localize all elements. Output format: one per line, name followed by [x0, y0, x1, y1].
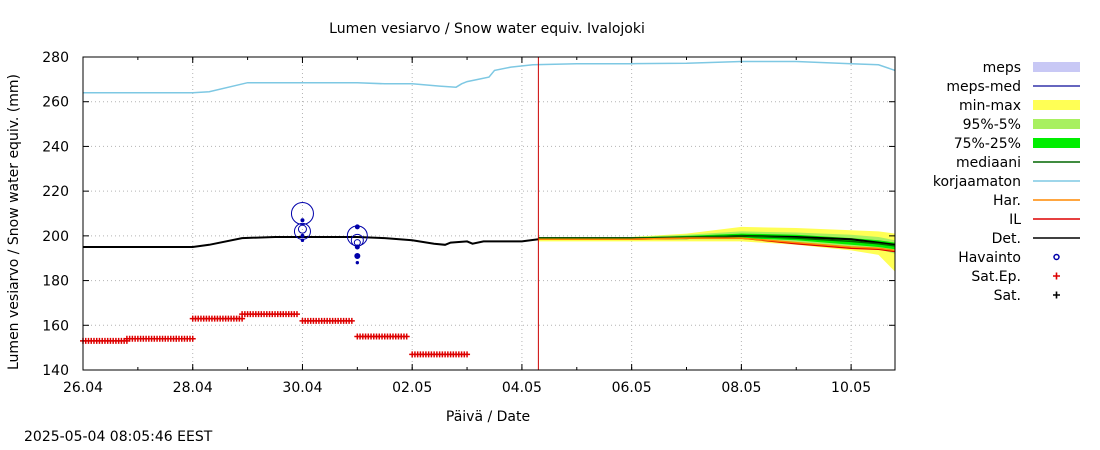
havainto-marker [300, 238, 305, 243]
series-mediaani [538, 235, 896, 247]
legend-swatch [1033, 62, 1080, 72]
x-tick-label: 10.05 [831, 380, 871, 396]
legend: meps meps-med min-max 95%-5% 75%-25% mediaani… [933, 60, 1080, 304]
y-tick-label: 240 [42, 139, 69, 155]
chart-title: Lumen vesiarvo / Snow water equiv. Ivalo… [329, 21, 645, 37]
x-axis-label: Päivä / Date [446, 409, 530, 425]
y-tick-label: 160 [42, 318, 69, 334]
havainto-marker [354, 224, 360, 230]
y-tick-label: 280 [42, 50, 69, 66]
x-tick-label: 30.04 [282, 380, 322, 396]
havainto-marker [290, 202, 314, 225]
legend-label: IL [1009, 212, 1021, 228]
series-korjaamaton [83, 60, 896, 94]
x-tick-label: 28.04 [173, 380, 213, 396]
y-tick-label: 200 [42, 229, 69, 245]
sat-ep-marker [293, 311, 300, 318]
y-tick-label: 180 [42, 274, 69, 290]
sat-ep-marker [464, 351, 471, 358]
havainto-marker [354, 244, 360, 250]
satellite-markers [80, 311, 471, 358]
grid [82, 56, 895, 371]
x-tick-label: 08.05 [721, 380, 761, 396]
sat-ep-marker [403, 333, 410, 340]
y-axis-ticks: 140 160 180 200 220 240 260 280 [42, 50, 895, 379]
havainto-marker [300, 218, 305, 223]
legend-swatch [1033, 100, 1080, 110]
legend-swatch [1053, 291, 1060, 299]
timestamp: 2025-05-04 08:05:46 EEST [24, 429, 213, 445]
x-tick-label: 06.05 [612, 380, 652, 396]
series-det- [83, 236, 539, 248]
observation-markers [290, 202, 368, 265]
legend-label: Havainto [958, 250, 1021, 266]
data-lines [83, 60, 896, 253]
legend-swatch [1053, 253, 1060, 261]
legend-label: 75%-25% [954, 136, 1021, 152]
x-axis-ticks: 26.04 28.04 30.04 02.05 04.05 06.05 08.05 10.05 [63, 57, 871, 396]
sat-ep-marker [348, 317, 355, 324]
sat-ep-marker [189, 335, 196, 342]
legend-swatch [1033, 138, 1080, 148]
y-tick-label: 140 [42, 363, 69, 379]
legend-label: Det. [992, 231, 1021, 247]
legend-swatch [1033, 119, 1080, 129]
y-axis-label: Lumen vesiarvo / Snow water equiv. (mm) [6, 74, 22, 370]
plot-frame [82, 56, 896, 371]
x-tick-label: 04.05 [502, 380, 542, 396]
legend-label: korjaamaton [933, 174, 1021, 190]
havainto-marker [300, 233, 305, 238]
legend-swatch [1053, 272, 1060, 280]
legend-label: Har. [993, 193, 1021, 209]
legend-label: Sat. [994, 288, 1021, 304]
y-tick-label: 220 [42, 184, 69, 200]
havainto-marker [355, 260, 360, 265]
legend-label: mediaani [956, 155, 1021, 171]
havainto-marker [354, 252, 361, 259]
havainto-marker [297, 224, 307, 234]
x-tick-label: 02.05 [392, 380, 432, 396]
legend-label: meps-med [946, 79, 1021, 95]
legend-label: min-max [959, 98, 1021, 114]
legend-label: meps [983, 60, 1021, 76]
x-tick-label: 26.04 [63, 380, 103, 396]
series-har- [538, 237, 896, 252]
legend-label: 95%-5% [963, 117, 1021, 133]
y-tick-label: 260 [42, 95, 69, 111]
legend-label: Sat.Ep. [971, 269, 1021, 285]
forecast-bands [538, 226, 895, 272]
